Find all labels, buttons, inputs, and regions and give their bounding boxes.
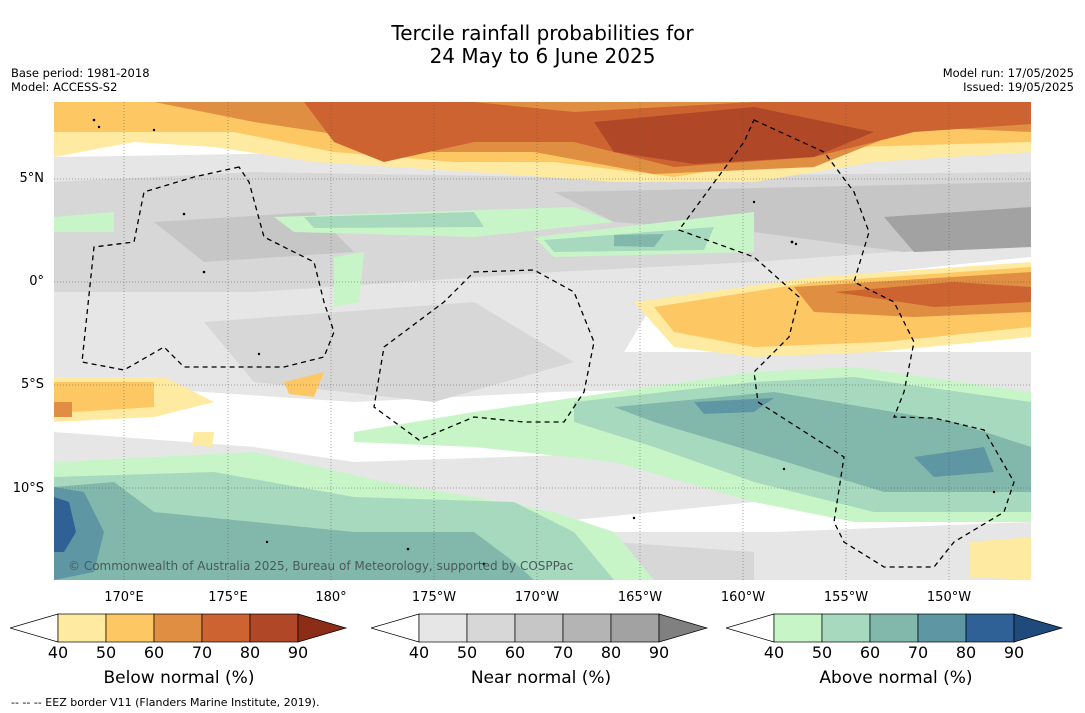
base-period: Base period: 1981-2018	[11, 66, 150, 80]
near-normal-label: Near normal (%)	[470, 668, 612, 688]
lon-label: 155°W	[823, 590, 869, 605]
above-normal-colorbar	[726, 613, 1064, 643]
above-normal-label: Above normal (%)	[819, 668, 973, 688]
lon-label: 170°E	[104, 590, 144, 605]
colorbar-tick-label: 60	[143, 643, 165, 662]
colorbar-segment	[773, 613, 823, 643]
lat-label-0: 0°	[29, 274, 44, 289]
rainfall-map: © Commonwealth of Australia 2025, Bureau…	[54, 102, 1031, 580]
lon-label: 150°W	[926, 590, 972, 605]
colorbar-segment	[869, 613, 919, 643]
colorbar-tick-label: 50	[811, 643, 833, 662]
colorbar-high-extension	[1013, 613, 1064, 643]
colorbar-segment	[610, 613, 660, 643]
colorbar-tick-label: 50	[95, 643, 117, 662]
colorbar-tick-label: 40	[408, 643, 430, 662]
colorbar-tick-label: 70	[191, 643, 213, 662]
islands	[92, 118, 996, 566]
lon-label: 180°	[315, 590, 347, 605]
lon-label: 165°W	[617, 590, 663, 605]
colorbar-segment	[562, 613, 612, 643]
near-normal-colorbar	[371, 613, 709, 643]
model-run: Model run: 17/05/2025	[942, 66, 1074, 80]
below-normal-label: Below normal (%)	[103, 668, 255, 688]
colorbar-low-extension	[10, 613, 59, 643]
colorbar-tick-label: 70	[907, 643, 929, 662]
lon-label: 160°W	[720, 590, 766, 605]
above-normal-south	[54, 367, 1031, 580]
title-line-1: Tercile rainfall probabilities for	[391, 21, 694, 45]
near-normal-70	[884, 207, 1031, 252]
colorbar-segment	[201, 613, 251, 643]
colorbar-tick-label: 90	[1003, 643, 1025, 662]
below-normal-north	[54, 102, 1031, 182]
below-normal-colorbar	[10, 613, 348, 643]
issued-date: Issued: 19/05/2025	[963, 80, 1074, 94]
colorbar-tick-label: 40	[763, 643, 785, 662]
colorbar-tick-label: 50	[456, 643, 478, 662]
colorbar-segment	[105, 613, 155, 643]
colorbar-tick-label: 80	[239, 643, 261, 662]
title-line-2: 24 May to 6 June 2025	[429, 44, 656, 68]
above-normal-north	[54, 207, 754, 307]
below-normal-southwest	[54, 372, 1031, 580]
colorbar-segment	[466, 613, 516, 643]
graticule	[54, 102, 1031, 580]
copyright-text: © Commonwealth of Australia 2025, Bureau…	[68, 559, 573, 573]
lat-label-10s: 10°S	[12, 481, 44, 496]
colorbar-tick-label: 60	[859, 643, 881, 662]
model-name: Model: ACCESS-S2	[11, 80, 118, 94]
colorbar-segment	[249, 613, 299, 643]
colorbar-segment	[821, 613, 871, 643]
eez-footnote: -- -- -- EEZ border V11 (Flanders Marine…	[11, 696, 320, 709]
lon-label: 175°W	[411, 590, 457, 605]
colorbar-tick-label: 70	[552, 643, 574, 662]
colorbar-segment	[514, 613, 564, 643]
lat-label-5s: 5°S	[20, 377, 44, 392]
colorbar-low-extension	[726, 613, 775, 643]
colorbar-tick-label: 60	[504, 643, 526, 662]
map-title: Tercile rainfall probabilities for 24 Ma…	[0, 22, 1085, 68]
colorbar-tick-label: 90	[287, 643, 309, 662]
meta-right: Model run: 17/05/2025 Issued: 19/05/2025	[943, 66, 1074, 94]
colorbar-high-extension	[297, 613, 348, 643]
colorbar-segment	[917, 613, 967, 643]
eez-borders	[81, 119, 1015, 568]
lat-label-5n: 5°N	[19, 171, 45, 186]
meta-left: Base period: 1981-2018 Model: ACCESS-S2	[11, 66, 150, 94]
colorbar-segment	[57, 613, 107, 643]
colorbar-tick-label: 90	[648, 643, 670, 662]
colorbar-segment	[418, 613, 468, 643]
lon-label: 170°W	[514, 590, 560, 605]
below-normal-equatorial	[634, 262, 1031, 357]
colorbar-high-extension	[658, 613, 709, 643]
colorbar-tick-label: 80	[955, 643, 977, 662]
colorbar-tick-label: 80	[600, 643, 622, 662]
colorbar-low-extension	[371, 613, 420, 643]
lon-label: 175°E	[208, 590, 248, 605]
colorbar-tick-label: 40	[47, 643, 69, 662]
colorbar-segment	[965, 613, 1015, 643]
colorbar-segment	[153, 613, 203, 643]
